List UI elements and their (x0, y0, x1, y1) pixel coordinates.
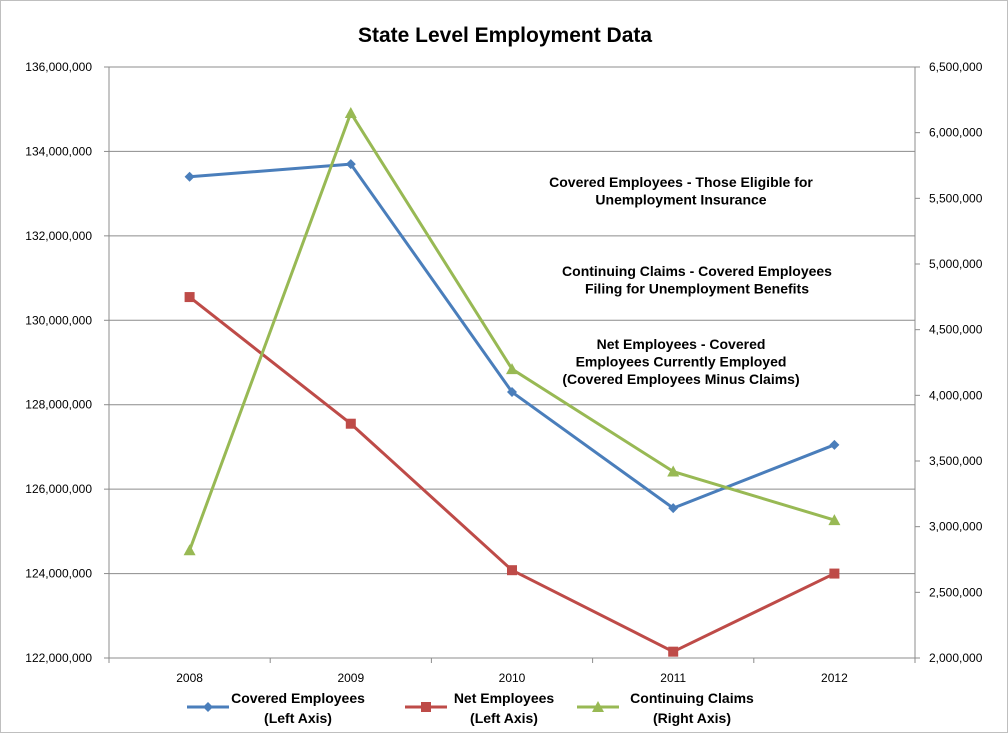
data-point (507, 565, 517, 576)
x-axis-tick-label: 2010 (499, 671, 526, 685)
legend-item: Net Employees (Left Axis) (405, 690, 554, 726)
legend-label-line: Net Employees (454, 690, 555, 706)
data-point (507, 387, 517, 398)
left-axis-tick-label: 124,000,000 (25, 567, 92, 581)
annotation-line: Continuing Claims - Covered Employees (562, 263, 832, 279)
x-axis-tick-label: 2009 (337, 671, 364, 685)
annotation-line: Net Employees - Covered (597, 336, 766, 352)
right-axis-tick-label: 3,000,000 (929, 520, 983, 534)
annotation-line: Unemployment Insurance (595, 192, 766, 208)
right-axis-tick-label: 3,500,000 (929, 454, 983, 468)
legend-label-line: (Right Axis) (653, 710, 731, 726)
legend-item: Continuing Claims (Right Axis) (577, 690, 754, 726)
left-axis-tick-label: 134,000,000 (25, 144, 92, 158)
legend-label-line: (Left Axis) (470, 710, 538, 726)
data-point (667, 465, 680, 477)
right-axis-tick-label: 5,500,000 (929, 191, 983, 205)
legend-label: Net Employees (Left Axis) (454, 690, 555, 726)
data-point (829, 439, 840, 450)
annotation-line: Covered Employees - Those Eligible for (549, 174, 813, 190)
left-axis-tick-label: 132,000,000 (25, 229, 92, 243)
data-point (183, 544, 196, 556)
data-point (345, 159, 356, 170)
right-axis-tick-label: 6,000,000 (929, 126, 983, 140)
legend-swatch-marker (203, 702, 213, 712)
series-net-employees (184, 292, 840, 657)
legend: Covered Employees (Left Axis)Net Employee… (187, 690, 754, 726)
right-axis-tick-label: 2,000,000 (929, 651, 983, 665)
data-point (344, 106, 357, 118)
data-point (345, 418, 356, 429)
data-point (506, 363, 518, 375)
left-axis-tick-label: 136,000,000 (25, 60, 92, 74)
data-point (668, 503, 679, 514)
x-axis-tick-label: 2012 (821, 671, 848, 685)
x-axis-tick-label: 2011 (660, 671, 686, 685)
right-axis-tick-label: 2,500,000 (929, 585, 983, 599)
data-point (184, 171, 195, 182)
axes: 122,000,000 124,000,000 126,000,000 128,000… (25, 60, 982, 685)
series (183, 106, 841, 657)
legend-label-line: Continuing Claims (630, 690, 754, 706)
annotation: Covered Employees - Those Eligible for Un… (549, 174, 813, 208)
legend-label: Covered Employees (Left Axis) (231, 690, 365, 726)
chart-title: State Level Employment Data (358, 24, 652, 47)
right-axis-tick-label: 4,000,000 (929, 388, 983, 402)
right-axis-tick-label: 5,000,000 (929, 257, 983, 271)
legend-item: Covered Employees (Left Axis) (187, 690, 365, 726)
data-point (184, 292, 195, 303)
series-continuing-claims (183, 106, 841, 556)
annotations: Covered Employees - Those Eligible for Un… (549, 174, 832, 387)
left-axis-tick-label: 130,000,000 (25, 313, 92, 327)
annotation-line: Employees Currently Employed (576, 354, 787, 370)
data-point (668, 646, 679, 657)
left-axis-tick-label: 126,000,000 (25, 482, 92, 496)
data-point (828, 514, 841, 526)
legend-swatch-marker (592, 701, 604, 712)
right-axis-tick-label: 6,500,000 (929, 60, 983, 74)
annotation-line: (Covered Employees Minus Claims) (562, 371, 799, 387)
left-axis-tick-label: 122,000,000 (25, 651, 92, 665)
annotation-line: Filing for Unemployment Benefits (585, 281, 809, 297)
left-axis-tick-label: 128,000,000 (25, 398, 92, 412)
legend-swatch-marker (421, 702, 431, 712)
legend-label-line: Covered Employees (231, 690, 365, 706)
data-point (829, 568, 840, 579)
x-axis-tick-label: 2008 (176, 671, 203, 685)
annotation: Net Employees - Covered Employees Current… (562, 336, 799, 387)
legend-label-line: (Left Axis) (264, 710, 332, 726)
annotation: Continuing Claims - Covered Employees Fil… (562, 263, 832, 297)
legend-label: Continuing Claims (Right Axis) (630, 690, 754, 726)
right-axis-tick-label: 4,500,000 (929, 323, 983, 337)
